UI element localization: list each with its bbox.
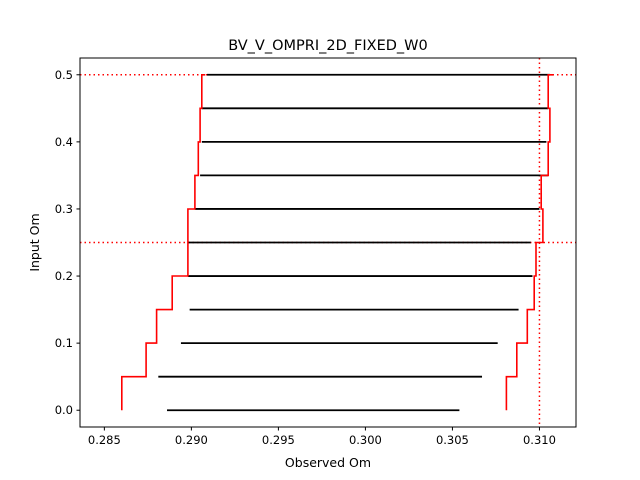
x-tick-label: 0.300 bbox=[349, 433, 382, 447]
x-tick-label: 0.285 bbox=[88, 433, 121, 447]
bounds-95-series bbox=[121, 74, 554, 411]
y-tick-label: 0.2 bbox=[55, 269, 73, 283]
bounds-68-series bbox=[158, 73, 550, 412]
y-tick-label: 0.3 bbox=[55, 202, 73, 216]
y-axis-ticks: 0.0 0.1 0.2 0.3 0.4 0.5 bbox=[55, 68, 80, 417]
x-axis-label: Observed Om bbox=[285, 455, 371, 470]
bound-95-lower-line bbox=[121, 74, 206, 411]
y-axis-label: Input Om bbox=[27, 213, 42, 271]
x-tick-label: 0.310 bbox=[523, 433, 556, 447]
x-axis-ticks: 0.285 0.290 0.295 0.300 0.305 0.310 bbox=[88, 427, 556, 447]
x-tick-label: 0.295 bbox=[262, 433, 295, 447]
bound-95-upper-line bbox=[505, 74, 554, 411]
x-tick-label: 0.290 bbox=[175, 433, 208, 447]
y-tick-label: 0.4 bbox=[55, 135, 73, 149]
y-tick-label: 0.1 bbox=[55, 336, 73, 350]
chart-title: BV_V_OMPRI_2D_FIXED_W0 bbox=[228, 38, 427, 54]
x-tick-label: 0.305 bbox=[436, 433, 469, 447]
plot-frame bbox=[79, 57, 577, 428]
y-tick-label: 0.5 bbox=[55, 68, 73, 82]
y-tick-label: 0.0 bbox=[55, 403, 73, 417]
